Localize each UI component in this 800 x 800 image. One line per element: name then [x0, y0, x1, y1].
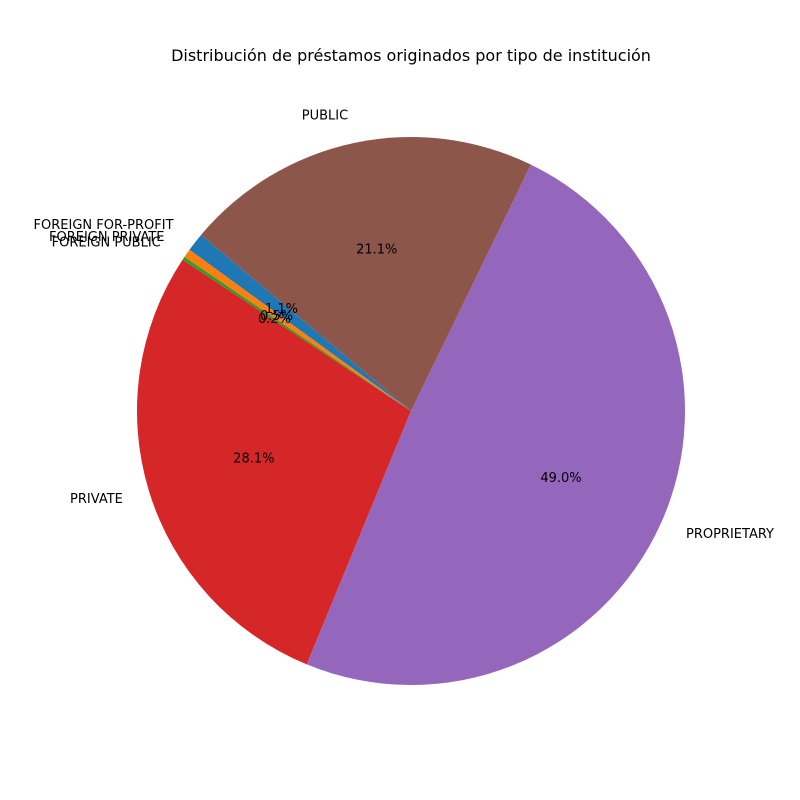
slice-label-public: PUBLIC: [302, 109, 348, 124]
slice-percent-private: 28.1%: [233, 452, 274, 467]
slice-percent-foreign-private: 0.5%: [260, 309, 293, 324]
chart-title: Distribución de préstamos originados por…: [171, 46, 651, 65]
slice-label-proprietary: PROPRIETARY: [686, 527, 774, 542]
pie-slice-foreign-public: [182, 256, 411, 411]
pie-labels: FOREIGN FOR-PROFIT 1.1% FOREIGN PRIVATE 0.5…: [34, 109, 774, 542]
slice-percent-proprietary: 49.0%: [540, 471, 581, 486]
pie-slices: [137, 137, 685, 685]
pie-slice-public: [201, 137, 531, 411]
pie-slice-foreign-for-profit: [189, 234, 411, 411]
slice-label-private: PRIVATE: [70, 492, 123, 507]
slice-label-foreign-for-profit: FOREIGN FOR-PROFIT: [34, 218, 174, 233]
pie-slice-proprietary: [306, 164, 685, 685]
slice-label-foreign-public: FOREIGN PUBLIC: [52, 235, 161, 250]
slice-percent-foreign-public: 0.2%: [258, 312, 291, 327]
slice-percent-foreign-for-profit: 1.1%: [265, 302, 298, 317]
slice-label-foreign-private: FOREIGN PRIVATE: [49, 230, 165, 245]
pie-slice-private: [137, 259, 412, 665]
pie-slice-foreign-private: [184, 249, 411, 411]
slice-percent-public: 21.1%: [356, 243, 397, 258]
